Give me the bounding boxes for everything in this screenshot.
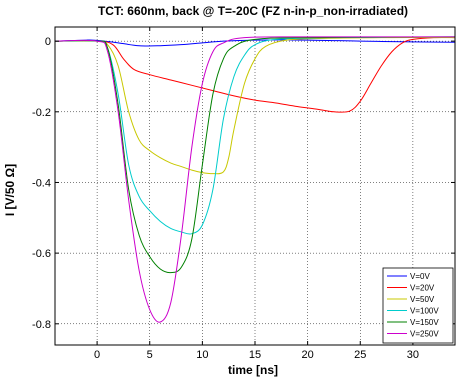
- series-line-v-100v: [55, 36, 455, 235]
- x-axis-label: time [ns]: [228, 363, 278, 377]
- legend: V=0V V=20V V=50V V=100V V=150V V=250V: [382, 267, 454, 344]
- legend-label: V=50V: [410, 295, 435, 304]
- x-tick-label: 20: [302, 349, 314, 361]
- series-line-v-50v: [55, 37, 455, 175]
- legend-box: [382, 267, 454, 344]
- x-axis-ticks: 0 5 10 15 20 25 30: [94, 27, 419, 361]
- series-line-v-150v: [55, 36, 455, 274]
- y-tick-label: -0.2: [32, 107, 51, 119]
- x-tick-label: 5: [147, 349, 153, 361]
- series-lines: [55, 36, 455, 323]
- x-tick-label: 0: [94, 349, 100, 361]
- chart-title: TCT: 660nm, back @ T=-20C (FZ n-in-p_non…: [98, 4, 408, 18]
- legend-label: V=100V: [410, 307, 439, 316]
- y-tick-label: -0.6: [32, 248, 51, 260]
- series-line-v-20v: [55, 36, 455, 113]
- x-tick-label: 30: [407, 349, 419, 361]
- y-axis-ticks: 0 -0.2 -0.4 -0.6 -0.8: [32, 36, 455, 331]
- series-line-v-250v: [55, 36, 455, 323]
- series-line-v-0v: [55, 39, 455, 47]
- legend-label: V=250V: [410, 330, 439, 339]
- y-tick-label: 0: [45, 36, 51, 48]
- legend-label: V=20V: [410, 284, 435, 293]
- y-tick-label: -0.8: [32, 319, 51, 331]
- y-axis-label: I [V/50 Ω]: [3, 164, 17, 216]
- x-tick-label: 25: [354, 349, 366, 361]
- x-tick-label: 10: [196, 349, 208, 361]
- x-tick-label: 15: [249, 349, 261, 361]
- legend-label: V=0V: [410, 272, 430, 281]
- y-tick-label: -0.4: [32, 177, 51, 189]
- legend-label: V=150V: [410, 318, 439, 327]
